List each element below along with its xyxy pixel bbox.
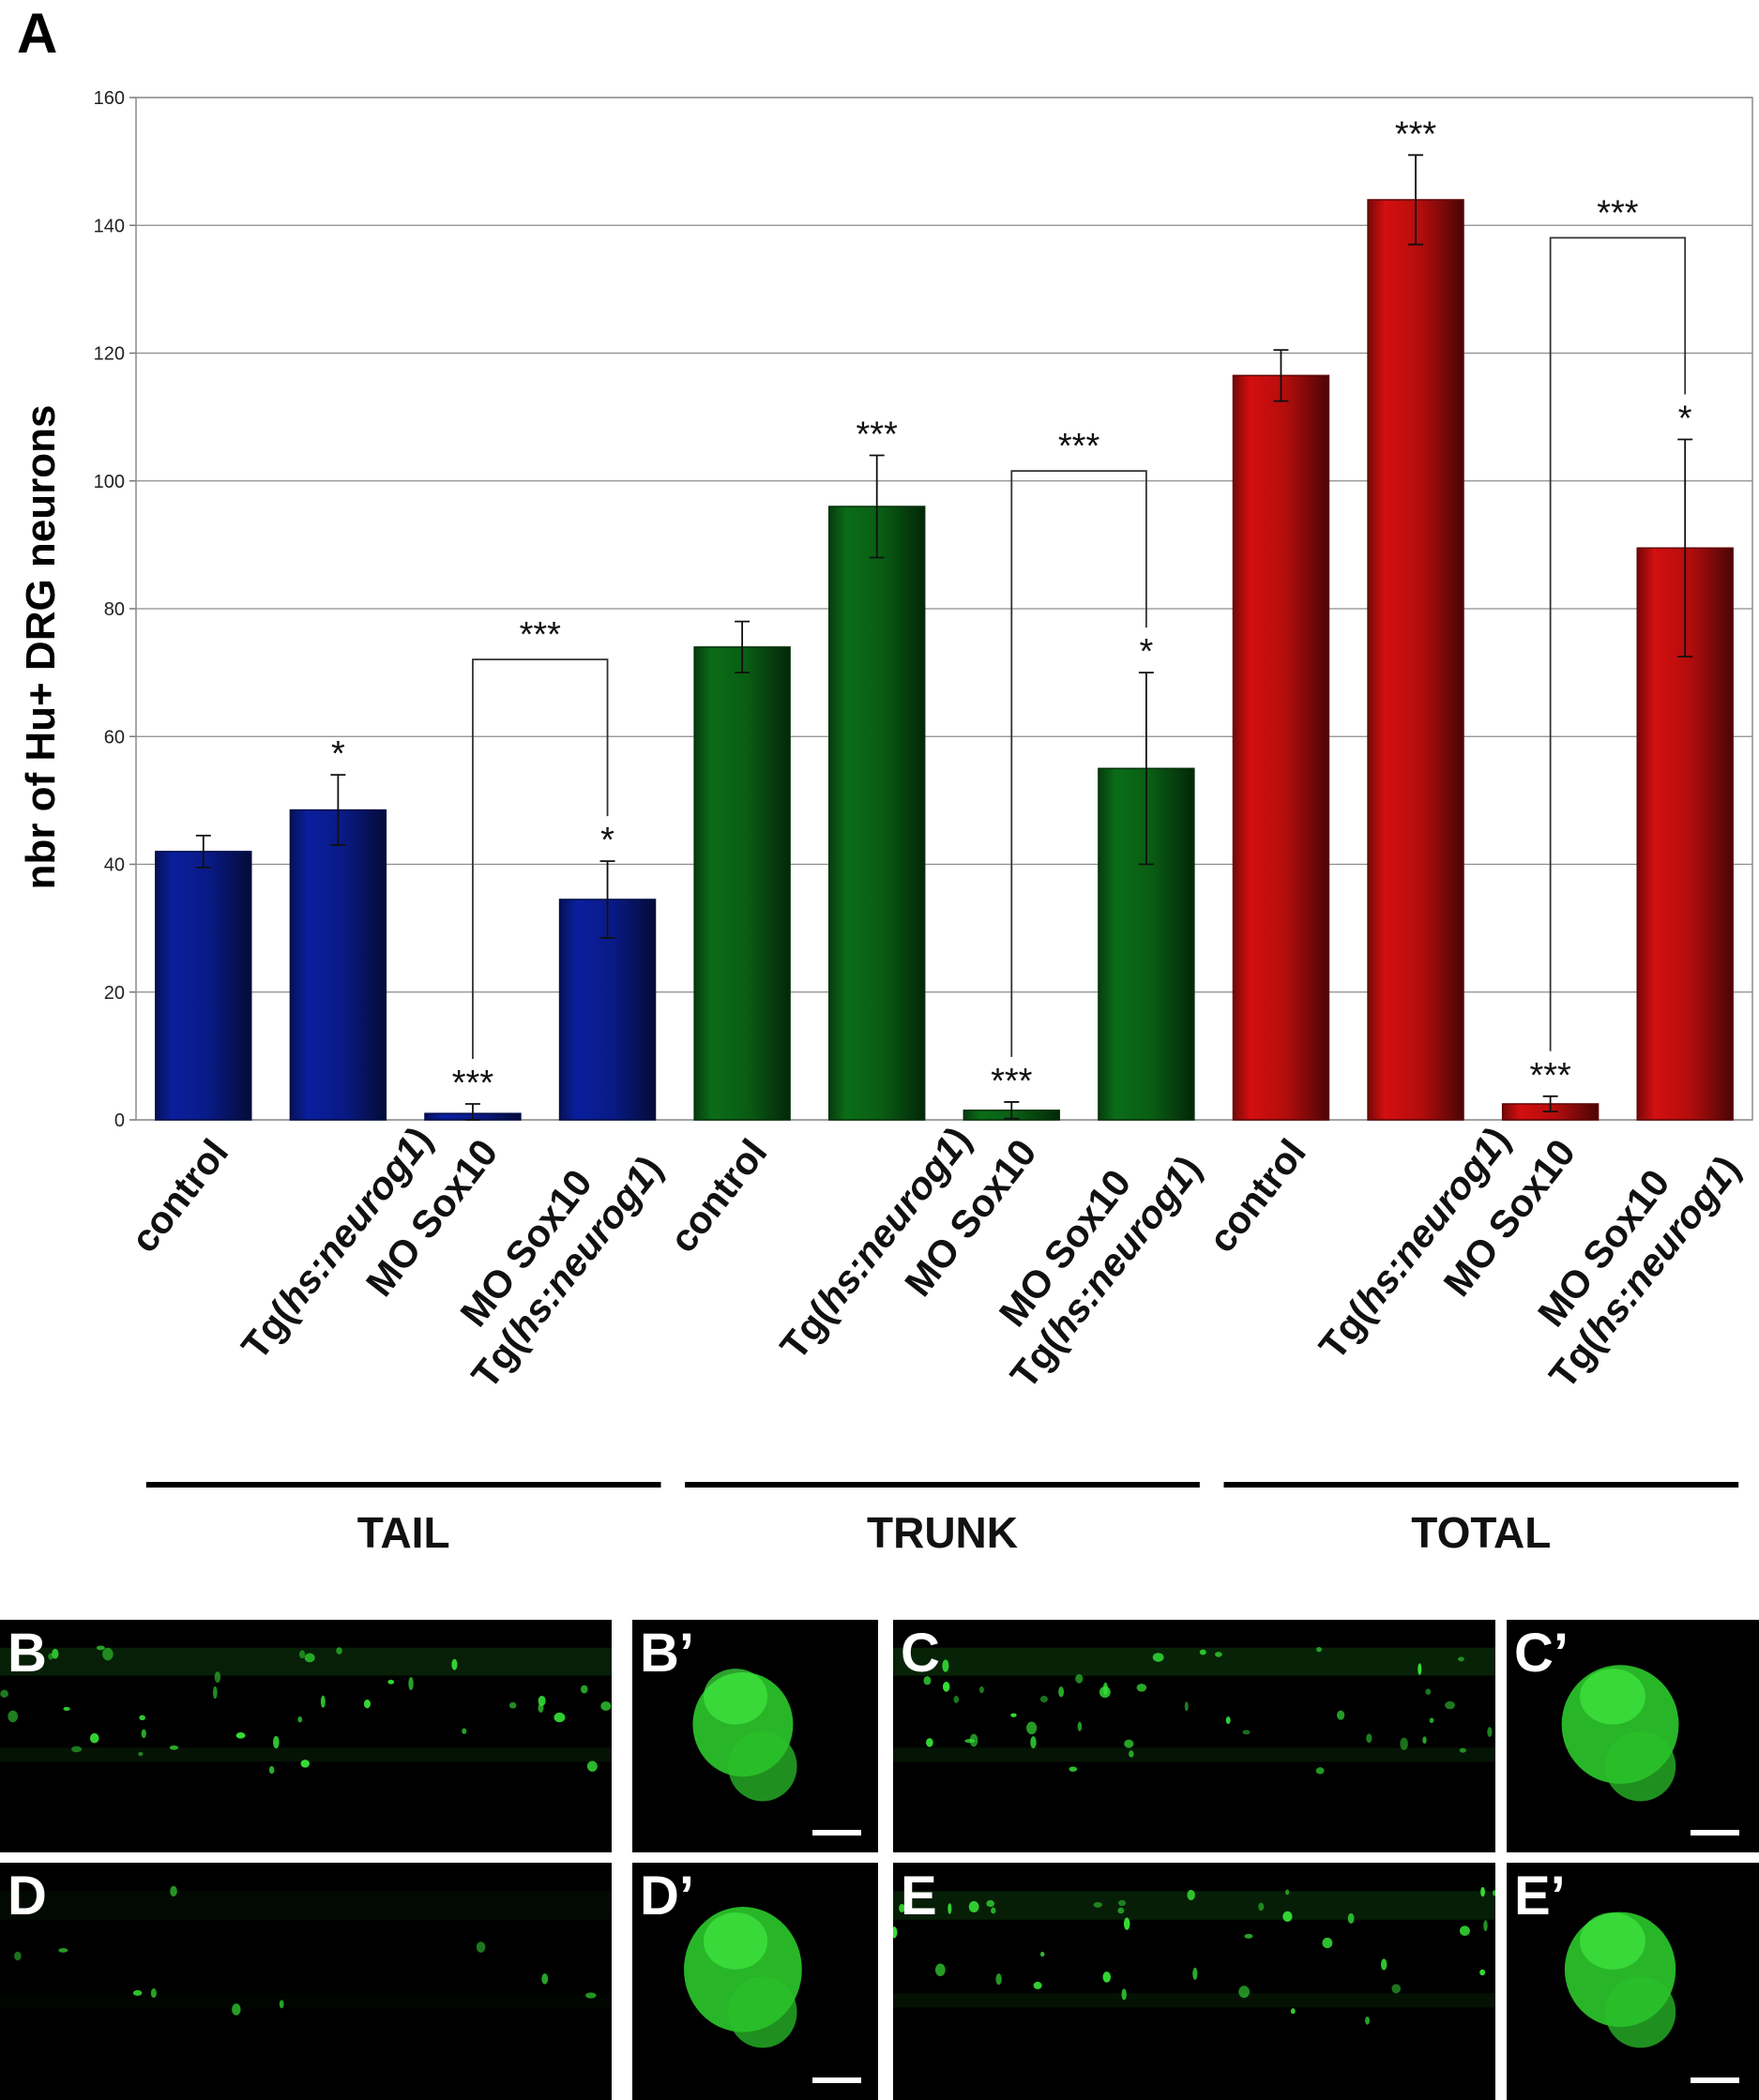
group-labels: TAIL TRUNK TOTAL xyxy=(145,1482,1739,1557)
fluorescence-image xyxy=(1561,1665,1679,1802)
panel-label-e-prime: E’ xyxy=(1514,1866,1566,1926)
micrograph-e-prime: E’ xyxy=(1507,1863,1759,2100)
group-label: TAIL xyxy=(357,1508,450,1557)
x-tick-label: control xyxy=(661,1131,776,1261)
fluorescence-image xyxy=(684,1907,802,2048)
scale-bar xyxy=(1691,2077,1739,2083)
axes: 0 20 40 60 80 100 120 140 160 xyxy=(94,88,1753,1131)
fluorescence-image xyxy=(0,1885,612,2016)
bracket-label: *** xyxy=(1597,193,1639,233)
bracket-label: *** xyxy=(520,615,562,655)
fluorescence-image xyxy=(0,1645,612,1775)
bar xyxy=(155,851,252,1121)
bar xyxy=(1367,199,1464,1121)
y-tick-label: 0 xyxy=(114,1110,125,1131)
panel-label-d: D xyxy=(8,1866,47,1926)
fluorescence-image xyxy=(692,1669,797,1802)
significance-label: * xyxy=(1139,632,1153,672)
bar xyxy=(693,646,791,1121)
scale-bar xyxy=(812,1830,861,1836)
micrograph-b-prime: B’ xyxy=(632,1620,878,1852)
y-tick-label: 60 xyxy=(104,727,125,748)
bar xyxy=(1232,374,1330,1121)
significance-label: *** xyxy=(1529,1056,1571,1095)
bar xyxy=(289,808,387,1121)
bars xyxy=(155,154,1734,1121)
panel-label-e: E xyxy=(901,1866,937,1926)
micrograph-c-prime: C’ xyxy=(1507,1620,1759,1852)
bracket-label: *** xyxy=(1058,427,1100,466)
panel-label-c-prime: C’ xyxy=(1514,1623,1569,1684)
group-label: TOTAL xyxy=(1411,1508,1551,1557)
y-tick-label: 160 xyxy=(94,88,125,109)
micrograph-d: D xyxy=(0,1863,612,2100)
significance-label: *** xyxy=(857,415,899,455)
micrograph-c: C xyxy=(893,1620,1495,1852)
significance-label: *** xyxy=(991,1062,1033,1101)
y-tick-label: 40 xyxy=(104,855,125,876)
significance-label: *** xyxy=(452,1064,494,1103)
significance-label: * xyxy=(331,734,345,774)
x-tick-label: control xyxy=(1200,1131,1314,1261)
micrograph-e: E xyxy=(893,1863,1495,2100)
fluorescence-image xyxy=(893,1886,1495,2025)
fluorescence-image xyxy=(893,1646,1495,1775)
comparison-bracket xyxy=(1010,470,1147,1057)
y-tick-label: 80 xyxy=(104,599,125,620)
panel-label-b: B xyxy=(8,1623,47,1684)
panel-label-c: C xyxy=(901,1623,940,1684)
micrograph-d-prime: D’ xyxy=(632,1863,878,2100)
panel-label-d-prime: D’ xyxy=(640,1866,694,1926)
significance-marks: **************************** xyxy=(331,114,1692,1103)
comparison-bracket xyxy=(472,658,609,1059)
fluorescence-image xyxy=(1564,1911,1676,2048)
panel-label-b-prime: B’ xyxy=(640,1623,694,1684)
panel-label-a: A xyxy=(17,2,57,65)
bar xyxy=(827,506,926,1121)
significance-label: * xyxy=(1678,399,1692,438)
scale-bar xyxy=(812,2077,861,2083)
plot-frame xyxy=(135,97,1753,1121)
significance-label: * xyxy=(600,821,614,860)
y-tick-label: 120 xyxy=(94,344,125,365)
comparison-bracket xyxy=(1549,236,1687,1051)
y-axis-label: nbr of Hu+ DRG neurons xyxy=(18,405,64,890)
y-tick-label: 100 xyxy=(94,472,125,492)
significance-label: *** xyxy=(1395,114,1437,154)
micrograph-b: B xyxy=(0,1620,612,1852)
x-tick-label: control xyxy=(122,1131,236,1261)
scale-bar xyxy=(1691,1830,1739,1836)
y-tick-label: 140 xyxy=(94,216,125,236)
group-label: TRUNK xyxy=(867,1508,1018,1557)
y-tick-label: 20 xyxy=(104,983,125,1004)
